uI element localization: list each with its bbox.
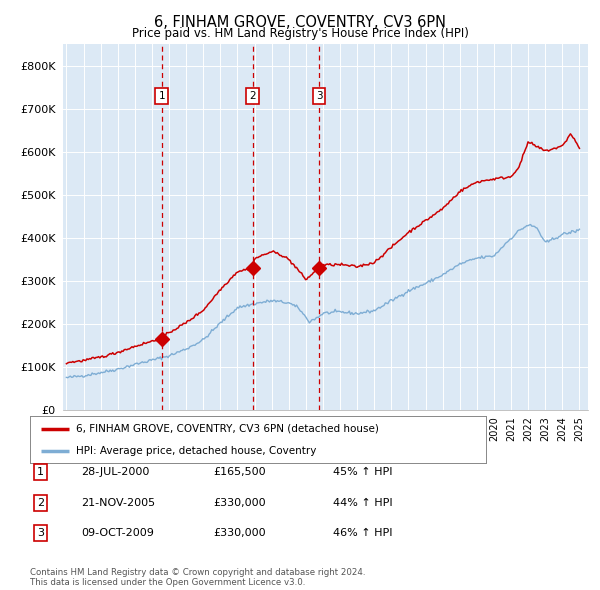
Text: Price paid vs. HM Land Registry's House Price Index (HPI): Price paid vs. HM Land Registry's House …: [131, 27, 469, 40]
Text: £330,000: £330,000: [213, 498, 266, 507]
Text: 2: 2: [250, 91, 256, 101]
Text: 28-JUL-2000: 28-JUL-2000: [81, 467, 149, 477]
Text: 1: 1: [37, 467, 44, 477]
Text: £165,500: £165,500: [213, 467, 266, 477]
Text: 09-OCT-2009: 09-OCT-2009: [81, 529, 154, 538]
Text: 3: 3: [316, 91, 322, 101]
Text: 2: 2: [37, 498, 44, 507]
Text: 21-NOV-2005: 21-NOV-2005: [81, 498, 155, 507]
Text: 44% ↑ HPI: 44% ↑ HPI: [333, 498, 392, 507]
Text: 46% ↑ HPI: 46% ↑ HPI: [333, 529, 392, 538]
Text: 6, FINHAM GROVE, COVENTRY, CV3 6PN (detached house): 6, FINHAM GROVE, COVENTRY, CV3 6PN (deta…: [76, 424, 379, 434]
Text: £330,000: £330,000: [213, 529, 266, 538]
Text: 45% ↑ HPI: 45% ↑ HPI: [333, 467, 392, 477]
Text: 6, FINHAM GROVE, COVENTRY, CV3 6PN: 6, FINHAM GROVE, COVENTRY, CV3 6PN: [154, 15, 446, 30]
Text: 3: 3: [37, 529, 44, 538]
Text: HPI: Average price, detached house, Coventry: HPI: Average price, detached house, Cove…: [76, 447, 316, 456]
Text: Contains HM Land Registry data © Crown copyright and database right 2024.
This d: Contains HM Land Registry data © Crown c…: [30, 568, 365, 587]
Text: 1: 1: [158, 91, 165, 101]
